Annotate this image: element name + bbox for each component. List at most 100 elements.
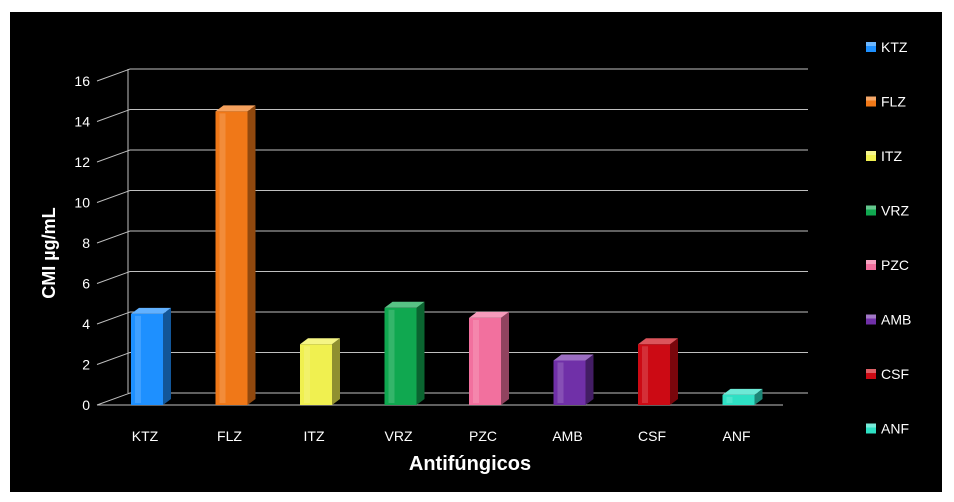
gridline [96,392,808,406]
bar-anf [722,388,763,405]
legend-swatch-highlight [866,96,876,101]
legend-swatch-highlight [866,369,876,373]
bar-side [332,338,340,405]
legend-swatch [866,314,876,325]
bar-side [163,307,171,405]
bar-csf [638,338,678,405]
bar-top [384,301,425,308]
bar-side [416,301,425,405]
bar-side [501,311,509,405]
legend-label: ITZ [881,148,902,164]
y-tick-label: 12 [74,154,90,170]
legend-label: PZC [881,257,909,273]
gridline [96,271,808,284]
y-axis-label: CMI µg/mL [39,207,59,298]
legend-item-ktz: KTZ [866,39,908,55]
y-tick-label: 6 [82,276,90,292]
legend-item-flz: FLZ [866,94,906,110]
bar-highlight [388,309,395,403]
legend: KTZ FLZ ITZ VRZ PZC AMB CSF ANF [866,39,911,437]
bar-front [722,394,755,405]
bar-vrz [384,301,425,405]
y-axis-ticks: 0 2 4 6 8 10 12 14 16 [74,73,90,413]
bar-side [585,354,594,405]
bar-highlight [304,346,310,403]
legend-swatch [866,260,876,270]
bar-highlight [557,362,564,403]
legend-swatch-highlight [866,423,876,428]
legend-swatch [866,369,876,379]
gridline [96,230,808,244]
y-tick-label: 16 [74,73,90,89]
legend-item-pzc: PZC [866,257,909,273]
x-tick-label: ITZ [304,428,325,444]
x-tick-label: CSF [638,428,666,444]
chart-background [10,12,942,492]
legend-swatch [866,205,876,216]
legend-item-amb: AMB [866,312,911,328]
bar-top [638,338,678,345]
legend-item-csf: CSF [866,366,909,382]
y-tick-label: 0 [82,397,90,413]
bar-highlight [135,315,141,403]
legend-swatch-highlight [866,314,876,319]
legend-item-vrz: VRZ [866,203,909,219]
gridline [96,68,808,82]
y-tick-label: 14 [74,114,90,130]
y-tick-label: 10 [74,195,90,211]
y-tick-label: 2 [82,357,90,373]
bar-top [722,388,763,395]
bar-side [670,338,678,405]
bar-top [300,338,340,345]
x-tick-label: KTZ [132,428,159,444]
bar-ktz [131,307,171,405]
legend-swatch [866,42,876,52]
x-tick-label: VRZ [385,428,413,444]
x-tick-label: AMB [552,428,582,444]
bar-top [469,311,509,318]
y-tick-label: 4 [82,316,90,332]
x-axis-label: Antifúngicos [409,453,531,475]
y-tick-label: 8 [82,235,90,251]
gridline [96,109,808,122]
legend-label: CSF [881,366,909,382]
legend-item-anf: ANF [866,421,909,437]
legend-item-itz: ITZ [866,148,902,164]
bar-highlight [219,113,226,403]
bar-amb [553,354,594,405]
grid [96,68,808,406]
bar-side [247,105,256,405]
legend-label: ANF [881,421,909,437]
bar-side [754,388,763,405]
legend-label: FLZ [881,94,906,110]
x-tick-label: ANF [723,428,751,444]
legend-swatch-highlight [866,42,876,46]
bar-top [131,307,171,314]
gridline [96,190,808,203]
gridline [96,149,808,163]
legend-label: AMB [881,312,911,328]
bars [131,105,763,405]
bar-itz [300,338,340,405]
x-axis-ticks: KTZ FLZ ITZ VRZ PZC AMB CSF ANF [132,428,751,444]
bar-highlight [726,396,733,403]
legend-swatch [866,151,876,161]
bar-highlight [473,319,479,403]
legend-label: VRZ [881,203,909,219]
legend-swatch [866,423,876,434]
legend-swatch-highlight [866,205,876,210]
legend-label: KTZ [881,39,908,55]
bar-pzc [469,311,509,405]
bar-flz [215,105,256,405]
gridline [96,311,808,325]
gridline [96,352,808,365]
bar-highlight [642,346,648,403]
legend-swatch-highlight [866,260,876,264]
legend-swatch-highlight [866,151,876,155]
bar-top [215,105,256,112]
x-tick-label: PZC [469,428,497,444]
bar-top [553,354,594,361]
x-tick-label: FLZ [217,428,242,444]
legend-swatch [866,96,876,107]
